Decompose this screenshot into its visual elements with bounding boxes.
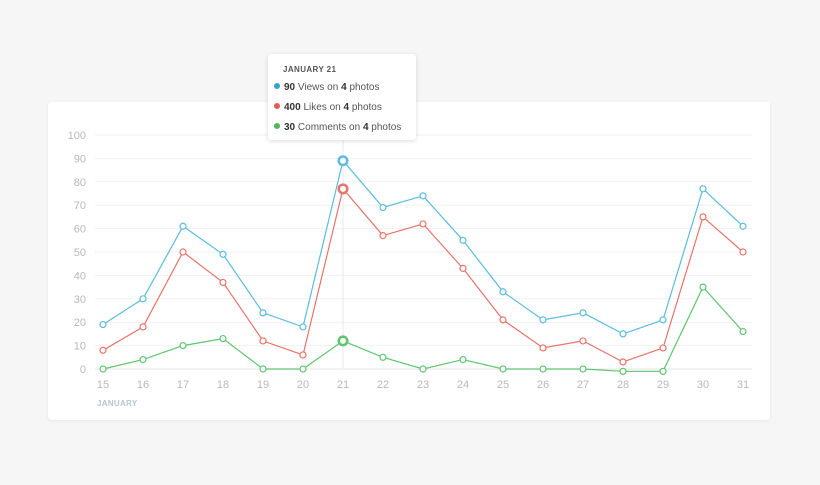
series-1-point — [739, 248, 747, 256]
y-tick-label: 40 — [74, 270, 86, 282]
x-tick-label: 20 — [297, 379, 309, 391]
x-tick-label: 26 — [537, 379, 549, 391]
y-tick-label: 30 — [74, 294, 86, 306]
tooltip-row-likes: 400 Likes on 4 photos — [274, 101, 382, 115]
x-tick-label: 31 — [737, 379, 749, 391]
y-tick-label: 70 — [74, 200, 86, 212]
series-2-point — [99, 365, 107, 373]
series-0-point — [219, 250, 227, 258]
series-0-point — [139, 295, 147, 303]
x-tick-label: 19 — [257, 379, 269, 391]
series-1-point — [659, 344, 667, 352]
series-2-point — [299, 365, 307, 373]
series-0-point — [179, 222, 187, 230]
x-tick-label: 23 — [417, 379, 429, 391]
series-0-line — [102, 159, 744, 335]
series-1-point — [179, 248, 187, 256]
comments-dot-icon — [274, 123, 280, 129]
series-1-point — [539, 344, 547, 352]
likes-dot-icon — [274, 103, 280, 109]
series-2-point — [699, 283, 707, 291]
series-0-point — [739, 222, 747, 230]
x-tick-label: 17 — [177, 379, 189, 391]
views-dot-icon — [274, 83, 280, 89]
series-0-point — [699, 185, 707, 193]
series-0-point — [539, 316, 547, 324]
x-tick-label: 18 — [217, 379, 229, 391]
y-tick-label: 90 — [74, 153, 86, 165]
series-2-point — [739, 327, 747, 336]
x-tick-label: 24 — [457, 379, 469, 391]
chart-tooltip: JANUARY 21 90 Views on 4 photos 400 Like… — [268, 54, 416, 140]
series-0-point — [459, 236, 467, 244]
series-0-point — [659, 316, 667, 324]
series-1-point — [139, 323, 147, 331]
y-tick-label: 50 — [74, 247, 86, 259]
series-2-point — [619, 367, 627, 375]
series-0-point — [299, 323, 307, 331]
series-1-point — [299, 351, 307, 359]
series-2-line — [102, 286, 744, 372]
series-0-point — [579, 309, 587, 317]
series-1-highlight-inner — [340, 185, 346, 192]
x-tick-label: 15 — [97, 379, 109, 391]
y-tick-label: 10 — [74, 341, 86, 353]
series-0-point — [259, 309, 267, 317]
series-2-highlight-inner — [340, 337, 346, 344]
x-tick-label: 29 — [657, 379, 669, 391]
series-1-point — [499, 316, 507, 324]
y-tick-label: 0 — [80, 364, 86, 376]
y-tick-label: 80 — [74, 177, 86, 189]
series-1-point — [219, 278, 227, 287]
series-2-point — [459, 356, 467, 364]
x-tick-label: 25 — [497, 379, 509, 391]
x-axis-label: JANUARY — [97, 399, 138, 408]
y-tick-label: 100 — [68, 130, 86, 142]
series-2-point — [499, 365, 507, 373]
series-1-point — [99, 346, 107, 354]
series-2-point — [219, 334, 227, 343]
series-1-point — [259, 337, 267, 345]
series-0-point — [619, 330, 627, 338]
series-2-point — [539, 365, 547, 373]
x-tick-label: 27 — [577, 379, 589, 391]
series-0-point — [499, 288, 507, 296]
series-0-point — [379, 203, 387, 212]
x-tick-label: 22 — [377, 379, 389, 391]
series-2-point — [139, 356, 147, 364]
series-2-point — [659, 367, 667, 375]
x-tick-label: 16 — [137, 379, 149, 391]
series-2-point — [259, 365, 267, 373]
y-tick-label: 60 — [74, 224, 86, 236]
series-0-point — [99, 320, 107, 329]
tooltip-row-comments: 30 Comments on 4 photos — [274, 121, 401, 135]
series-0-highlight-inner — [340, 157, 346, 164]
chart-card — [48, 102, 770, 420]
series-1-point — [619, 358, 627, 366]
x-tick-label: 28 — [617, 379, 629, 391]
series-1-point — [419, 220, 427, 228]
series-1-point — [579, 337, 587, 345]
tooltip-title: JANUARY 21 — [283, 65, 337, 74]
series-2-point — [379, 353, 387, 361]
y-tick-label: 20 — [74, 317, 86, 329]
series-1-point — [379, 232, 387, 240]
series-0-point — [419, 192, 427, 200]
tooltip-row-views: 90 Views on 4 photos — [274, 81, 379, 95]
series-1-point — [699, 213, 707, 221]
series-2-point — [419, 365, 427, 373]
x-tick-label: 30 — [697, 379, 709, 391]
series-1-point — [459, 264, 467, 272]
series-2-point — [179, 342, 187, 350]
series-2-point — [579, 365, 587, 373]
x-tick-label: 21 — [337, 379, 349, 391]
